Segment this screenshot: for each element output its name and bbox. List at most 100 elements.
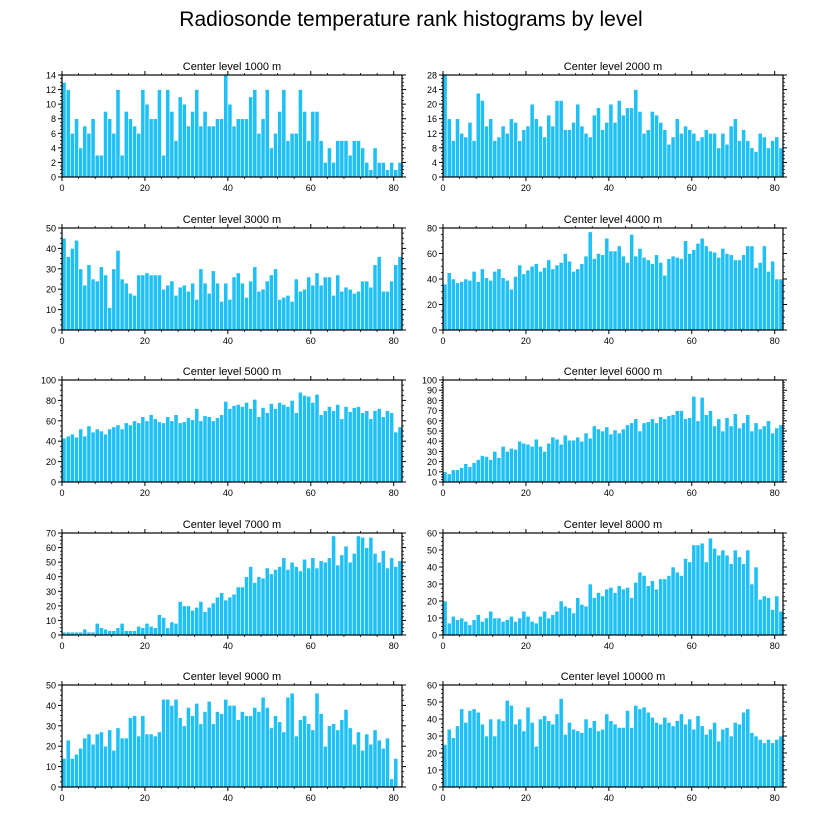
histogram-bar xyxy=(538,125,543,178)
x-tick-label: 20 xyxy=(521,336,531,346)
histogram-bar xyxy=(761,425,767,483)
histogram-bar xyxy=(575,436,581,483)
histogram-bar xyxy=(74,754,79,788)
x-tick-label: 40 xyxy=(604,641,614,651)
histogram-bar xyxy=(372,410,378,483)
histogram-bar xyxy=(318,713,324,788)
histogram-bar xyxy=(107,118,113,178)
histogram-bar xyxy=(753,422,759,483)
histogram-bar xyxy=(227,705,233,788)
histogram-bar xyxy=(264,707,270,788)
histogram-bar xyxy=(587,136,593,178)
histogram-bar xyxy=(674,571,680,636)
histogram-bar xyxy=(509,448,514,483)
histogram-bar xyxy=(467,466,473,483)
histogram-bar xyxy=(737,723,742,788)
histogram-bar xyxy=(281,404,287,483)
histogram-bar xyxy=(190,111,195,178)
histogram-bar xyxy=(670,725,676,788)
histogram-bar xyxy=(475,281,481,331)
histogram-bar xyxy=(372,147,378,178)
histogram-bar xyxy=(351,553,357,636)
histogram-bar xyxy=(289,692,295,788)
y-tick-label: 0 xyxy=(432,326,437,336)
histogram-bar xyxy=(227,408,233,483)
histogram-bar xyxy=(616,432,622,483)
histogram-bar xyxy=(703,561,709,636)
x-tick-label: 40 xyxy=(223,641,233,651)
histogram-bar xyxy=(99,627,104,636)
histogram-bar xyxy=(210,270,216,331)
x-tick-label: 20 xyxy=(140,183,150,193)
y-tick-label: 28 xyxy=(427,71,437,81)
histogram-bar xyxy=(442,74,448,178)
histogram-bar xyxy=(703,245,709,331)
histogram-bar xyxy=(554,264,560,331)
x-tick-label: 20 xyxy=(140,488,150,498)
histogram-bar xyxy=(376,739,382,788)
histogram-bar xyxy=(579,604,585,636)
histogram-bar xyxy=(712,547,717,636)
histogram-bar xyxy=(724,143,730,178)
histogram-bar xyxy=(239,282,245,331)
histogram-bar xyxy=(587,727,593,788)
histogram-bar xyxy=(533,622,539,636)
histogram-bar xyxy=(612,250,618,331)
x-tick-label: 60 xyxy=(687,793,697,803)
histogram-bar xyxy=(533,745,539,788)
histogram-bar xyxy=(322,162,328,178)
histogram-bar xyxy=(699,725,705,788)
histogram-bar xyxy=(273,408,278,483)
histogram-bar xyxy=(256,711,262,788)
histogram-bar xyxy=(691,132,697,178)
histogram-bar xyxy=(778,735,784,788)
histogram-bar xyxy=(256,132,262,178)
histogram-bar xyxy=(173,414,179,483)
histogram-bar xyxy=(173,698,179,788)
histogram-bar xyxy=(509,705,514,788)
histogram-bar xyxy=(558,100,564,178)
histogram-bar xyxy=(111,630,117,636)
histogram-bar xyxy=(86,132,92,178)
histogram-bar xyxy=(103,111,108,178)
histogram-bar xyxy=(475,92,481,178)
histogram-bar xyxy=(327,276,332,331)
histogram-bar xyxy=(770,260,776,331)
histogram-bar xyxy=(538,718,543,788)
histogram-bar xyxy=(298,719,303,788)
histogram-bar xyxy=(596,730,601,788)
histogram-bar xyxy=(119,278,125,331)
histogram-bar xyxy=(314,272,320,331)
histogram-bar xyxy=(293,132,299,178)
histogram-bar xyxy=(517,140,523,178)
histogram-bar xyxy=(625,710,630,788)
x-tick-label: 0 xyxy=(440,793,445,803)
histogram-bar xyxy=(446,272,452,331)
histogram-bar xyxy=(107,729,113,788)
histogram-bar xyxy=(509,288,514,331)
histogram-bar xyxy=(629,597,635,636)
y-tick-label: 20 xyxy=(46,601,56,611)
histogram-bar xyxy=(347,727,353,788)
histogram-bar xyxy=(281,297,287,331)
y-tick-label: 16 xyxy=(427,114,437,124)
histogram-bar xyxy=(567,722,572,788)
histogram-bar xyxy=(244,715,249,788)
histogram-bar xyxy=(140,416,146,483)
histogram-bar xyxy=(699,542,705,636)
histogram-bar xyxy=(322,410,328,483)
histogram-panel: Center level 10000 m 0 10 20 30 40 50 60 0 20 40 60… xyxy=(427,671,787,803)
y-tick-label: 50 xyxy=(427,698,437,708)
histogram-bar xyxy=(343,140,349,178)
histogram-bar xyxy=(128,118,133,178)
histogram-bar xyxy=(165,284,171,331)
histogram-bar xyxy=(356,731,361,788)
histogram-bar xyxy=(260,696,266,788)
histogram-bar xyxy=(517,264,523,331)
histogram-bar xyxy=(662,418,668,483)
histogram-bar xyxy=(558,262,564,331)
histogram-bar xyxy=(123,282,129,331)
histogram-bar xyxy=(513,449,518,483)
histogram-bar xyxy=(94,280,100,331)
histogram-bar xyxy=(583,718,589,788)
